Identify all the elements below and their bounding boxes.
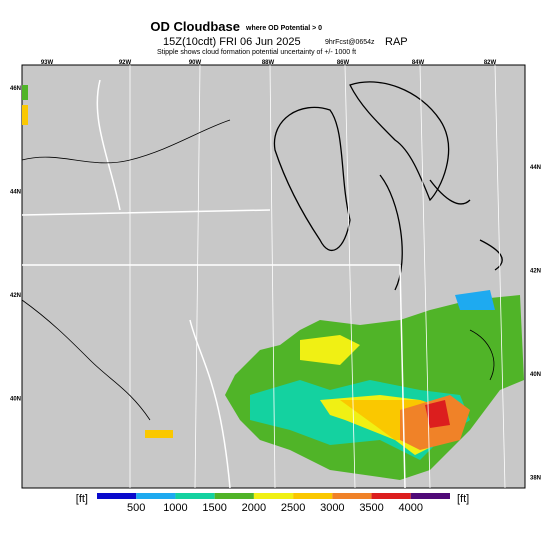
lat-label: 46N xyxy=(10,86,21,92)
lon-label: 84W xyxy=(412,60,425,66)
colorbar-label: 3500 xyxy=(359,502,383,514)
forecast: 9hrFcst@0654z xyxy=(325,39,375,46)
subtitle: where OD Potential > 0 xyxy=(245,25,322,32)
map xyxy=(21,64,526,489)
colorbar-swatch xyxy=(332,493,372,499)
contours xyxy=(21,119,495,421)
colorbar-label: 4000 xyxy=(399,502,423,514)
colorbar-unit: [ft] xyxy=(76,493,88,505)
colorbar-label: 500 xyxy=(127,502,145,514)
colorbar-swatch xyxy=(371,493,411,499)
lat-label: 40N xyxy=(530,372,541,378)
colorbar-swatch xyxy=(136,493,176,499)
lat-label: 42N xyxy=(530,269,541,275)
colorbar-unit: [ft] xyxy=(457,493,469,505)
colorbar-label: 2000 xyxy=(242,502,266,514)
note: Stipple shows cloud formation potential … xyxy=(157,49,356,56)
lat-label: 42N xyxy=(10,293,21,299)
model: RAP xyxy=(385,36,408,48)
colorbar-swatch xyxy=(293,493,333,499)
colorbar-swatch xyxy=(214,493,254,499)
colorbar-swatch xyxy=(97,493,137,499)
colorbar-swatch xyxy=(175,493,215,499)
time: 15Z(10cdt) FRI 06 Jun 2025 xyxy=(163,36,301,48)
weather-patches xyxy=(22,85,524,480)
lon-label: 88W xyxy=(262,60,275,66)
lat-label: 40N xyxy=(10,397,21,403)
lon-label: 86W xyxy=(337,60,350,66)
lon-label: 93W xyxy=(41,60,54,66)
lon-label: 82W xyxy=(484,60,497,66)
lat-label: 44N xyxy=(10,190,21,196)
colorbar-label: 1500 xyxy=(202,502,226,514)
colorbar-label: 1000 xyxy=(163,502,187,514)
lon-label: 90W xyxy=(189,60,202,66)
lon-label: 92W xyxy=(119,60,132,66)
colorbar-label: 2500 xyxy=(281,502,305,514)
colorbar-label: 3000 xyxy=(320,502,344,514)
lat-label: 44N xyxy=(530,165,541,171)
title: OD Cloudbase xyxy=(150,19,240,34)
coastlines xyxy=(273,81,503,291)
colorbar-swatch xyxy=(253,493,294,499)
lat-label: 38N xyxy=(530,476,541,482)
colorbar-swatch xyxy=(410,493,450,499)
borders xyxy=(21,64,506,489)
